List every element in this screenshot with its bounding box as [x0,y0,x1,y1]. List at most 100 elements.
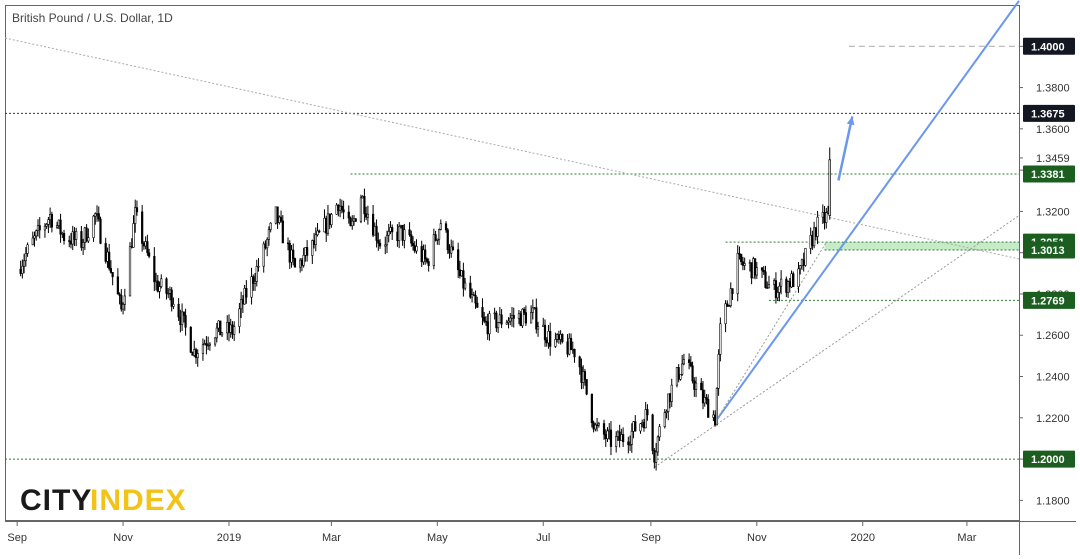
x-tick-label: Jul [536,532,550,544]
candle-body [752,258,755,279]
candle [446,228,449,254]
candle [73,227,76,246]
candle-body [583,371,587,380]
candle-body [262,243,265,267]
candle [585,379,588,396]
candle-body [493,312,496,315]
candle [36,219,40,237]
candle-body [326,213,330,234]
candle [790,270,793,288]
candle-body [823,212,826,223]
candle-body [439,223,442,230]
candle [580,358,583,390]
candle [700,378,703,391]
candle-body [531,307,534,313]
candle-body [233,326,236,335]
candle [436,238,439,245]
candle-body [767,284,771,289]
candle-body [616,431,620,437]
candle [399,224,402,229]
candle-body [750,262,753,279]
candle [121,302,125,315]
candle [748,259,751,272]
candle [351,215,354,230]
candle-body [73,231,76,240]
candle-body [205,343,208,346]
candle [665,409,668,419]
y-tick-label: 1.3200 [1036,206,1070,218]
candle [35,229,38,241]
candle [95,205,99,222]
candle-body [267,229,271,240]
support-zone-layer [824,242,1019,250]
candle [573,348,576,363]
candle-body [193,349,196,356]
candle-body [111,272,114,278]
candle [420,240,423,267]
candle [193,340,196,358]
candle [227,314,231,342]
candle-body [61,232,64,235]
candle [255,259,258,287]
candle-body [302,255,305,266]
candle [304,246,307,262]
candle-body [639,423,642,432]
candle [335,202,338,215]
candle [658,423,661,441]
candle [75,227,78,247]
candle-body [245,287,248,298]
candle [510,307,514,327]
candle [505,319,508,325]
candle [352,215,356,226]
candle-body [667,393,670,412]
candle [608,423,611,440]
candle-body [300,259,304,266]
candle [634,415,637,432]
candle-body [281,220,284,244]
candle-body [483,316,486,322]
candle-body [469,282,472,298]
candle [606,427,609,443]
candle-body [121,304,125,310]
support-zone [824,242,1019,250]
candle [371,204,375,238]
candle [724,300,727,333]
candle [693,377,696,397]
candle [773,278,776,290]
candle-body [608,429,611,432]
candle [323,209,326,233]
candle-body [507,320,510,323]
candle [99,216,102,245]
candle [814,226,817,241]
candle-body [460,270,463,277]
candle [219,320,222,336]
candle-body [182,311,185,316]
candle-body [349,217,352,227]
candle [408,222,411,237]
candle [569,333,573,351]
candle-body [252,276,255,284]
candle-body [470,294,474,298]
candle [653,448,656,469]
candle [391,224,394,240]
candle [135,200,139,216]
candle-body [306,247,309,256]
candle [45,222,48,229]
candle [542,317,545,327]
y-tick-label: 1.2600 [1036,330,1070,342]
candle-body [363,196,366,215]
candle-body [500,314,503,325]
candle [55,221,59,230]
candle-body [191,352,194,356]
candle [104,237,107,264]
candle-body [398,226,401,242]
candle-body [57,219,60,226]
candle-body [264,243,267,249]
candle [701,380,705,410]
candle [365,206,368,221]
candle-body [627,441,630,446]
candle [33,231,36,247]
candle [111,272,114,286]
